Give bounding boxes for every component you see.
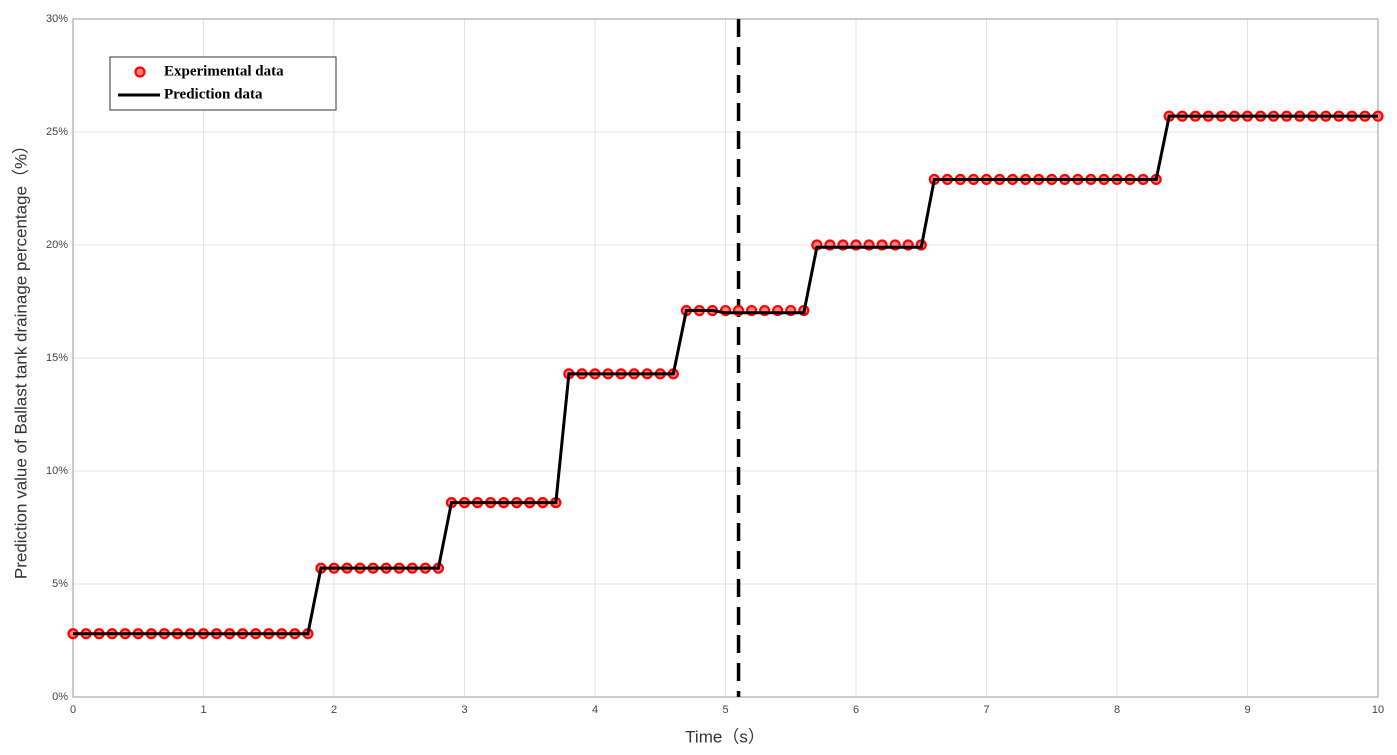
y-tick-label: 25% [46, 126, 68, 138]
y-tick-label: 10% [46, 465, 68, 477]
x-tick-label: 3 [461, 704, 467, 716]
y-tick-label: 20% [46, 239, 68, 251]
y-axis-label: Prediction value of Ballast tank drainag… [11, 137, 30, 579]
legend-marker [134, 66, 146, 78]
y-tick-label: 5% [52, 578, 68, 590]
x-tick-label: 8 [1114, 704, 1120, 716]
x-tick-label: 4 [592, 704, 598, 716]
x-tick-label: 0 [70, 704, 76, 716]
legend-label: Experimental data [164, 63, 284, 79]
y-tick-label: 0% [52, 691, 68, 703]
x-tick-label: 6 [853, 704, 859, 716]
y-tick-label: 30% [46, 13, 68, 25]
x-tick-label: 5 [722, 704, 728, 716]
y-tick-label: 15% [46, 352, 68, 364]
x-axis-label: Time（s） [685, 727, 765, 746]
legend-label: Prediction data [164, 86, 263, 102]
data-line [73, 114, 1378, 636]
x-tick-label: 1 [200, 704, 206, 716]
x-tick-label: 10 [1372, 704, 1384, 716]
x-tick-label: 2 [331, 704, 337, 716]
plot-frame [72, 18, 1379, 698]
legend-box [109, 56, 337, 111]
x-tick-label: 7 [983, 704, 989, 716]
x-tick-label: 9 [1244, 704, 1250, 716]
